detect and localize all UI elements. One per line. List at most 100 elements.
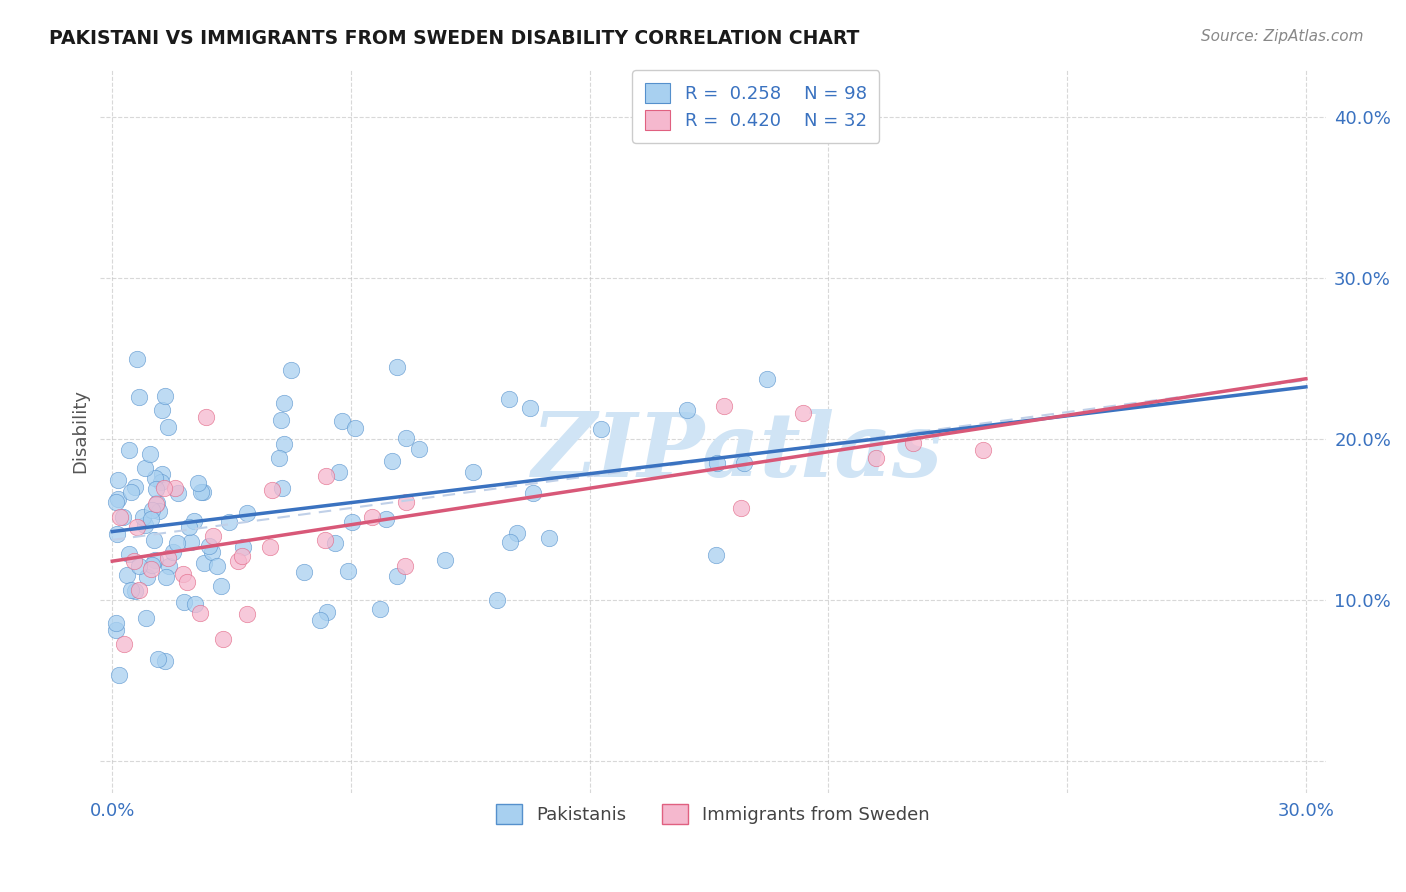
Point xyxy=(141,558,163,572)
Point xyxy=(193,485,215,500)
Point xyxy=(134,461,156,475)
Point xyxy=(201,545,224,559)
Point xyxy=(218,515,240,529)
Point xyxy=(292,565,315,579)
Point xyxy=(105,527,128,541)
Point xyxy=(270,413,292,427)
Point xyxy=(139,447,162,461)
Point xyxy=(901,436,924,450)
Point xyxy=(148,504,170,518)
Point xyxy=(394,494,416,508)
Point xyxy=(259,541,281,555)
Point xyxy=(155,570,177,584)
Point xyxy=(499,535,522,549)
Point xyxy=(733,456,755,470)
Point xyxy=(309,613,332,627)
Point xyxy=(135,611,157,625)
Point xyxy=(972,442,994,457)
Point xyxy=(381,453,404,467)
Point xyxy=(145,470,167,484)
Point xyxy=(271,482,294,496)
Point xyxy=(163,481,186,495)
Point xyxy=(231,549,253,563)
Point xyxy=(134,517,156,532)
Point xyxy=(180,535,202,549)
Point xyxy=(132,509,155,524)
Point xyxy=(211,632,233,646)
Point xyxy=(387,360,409,375)
Point xyxy=(198,539,221,553)
Point xyxy=(108,668,131,682)
Point xyxy=(706,456,728,470)
Point xyxy=(128,390,150,404)
Point xyxy=(260,483,283,497)
Point xyxy=(135,569,157,583)
Point xyxy=(194,410,217,425)
Point xyxy=(190,484,212,499)
Point xyxy=(183,515,205,529)
Point xyxy=(145,497,167,511)
Point xyxy=(323,536,346,550)
Point xyxy=(865,450,887,465)
Point xyxy=(589,422,612,436)
Point xyxy=(463,465,485,479)
Point xyxy=(522,486,544,500)
Point xyxy=(111,510,134,524)
Point xyxy=(336,564,359,578)
Point xyxy=(125,520,148,534)
Point xyxy=(730,500,752,515)
Legend: Pakistanis, Immigrants from Sweden: Pakistanis, Immigrants from Sweden xyxy=(485,794,941,835)
Point xyxy=(232,540,254,554)
Point xyxy=(314,533,336,547)
Point xyxy=(267,450,290,465)
Point xyxy=(360,509,382,524)
Point xyxy=(141,562,163,576)
Point xyxy=(155,654,177,668)
Point xyxy=(145,553,167,567)
Point xyxy=(713,399,735,413)
Point xyxy=(124,480,146,494)
Point xyxy=(374,512,396,526)
Point xyxy=(506,525,529,540)
Point xyxy=(145,482,167,496)
Text: Source: ZipAtlas.com: Source: ZipAtlas.com xyxy=(1201,29,1364,45)
Point xyxy=(139,512,162,526)
Point xyxy=(173,595,195,609)
Point xyxy=(142,533,165,547)
Point xyxy=(538,531,561,545)
Point xyxy=(486,592,509,607)
Point xyxy=(434,553,457,567)
Point xyxy=(187,475,209,490)
Point xyxy=(201,529,224,543)
Point xyxy=(343,420,366,434)
Point xyxy=(146,495,169,509)
Point xyxy=(236,506,259,520)
Point xyxy=(176,575,198,590)
Point xyxy=(792,406,814,420)
Point xyxy=(394,559,416,574)
Point xyxy=(150,403,173,417)
Point xyxy=(385,568,408,582)
Point xyxy=(315,469,337,483)
Point xyxy=(498,392,520,406)
Point xyxy=(162,545,184,559)
Point xyxy=(105,623,128,637)
Point xyxy=(676,403,699,417)
Point xyxy=(128,558,150,573)
Point xyxy=(128,582,150,597)
Point xyxy=(153,481,176,495)
Point xyxy=(121,582,143,597)
Point xyxy=(149,475,172,490)
Point xyxy=(124,583,146,598)
Point xyxy=(120,484,142,499)
Point xyxy=(105,615,128,630)
Text: PAKISTANI VS IMMIGRANTS FROM SWEDEN DISABILITY CORRELATION CHART: PAKISTANI VS IMMIGRANTS FROM SWEDEN DISA… xyxy=(49,29,859,48)
Point xyxy=(107,473,129,487)
Point xyxy=(342,515,364,529)
Point xyxy=(755,372,778,386)
Point xyxy=(150,467,173,481)
Point xyxy=(177,519,200,533)
Point xyxy=(146,652,169,666)
Point xyxy=(394,431,416,445)
Point xyxy=(105,495,128,509)
